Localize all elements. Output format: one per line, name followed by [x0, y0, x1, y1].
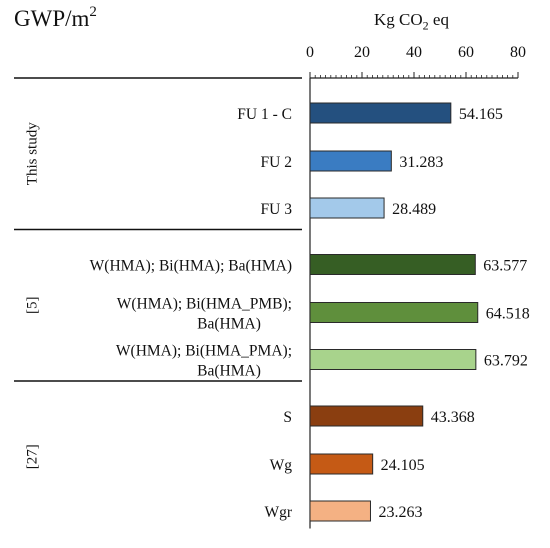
x-tick-label: 60 [458, 44, 474, 61]
bar-category-label: Wgr [264, 504, 292, 521]
bar-value-label: 64.518 [486, 306, 530, 323]
bar-value-label: 24.105 [381, 457, 425, 474]
chart-title-text: GWP/m [14, 6, 90, 31]
bar [309, 349, 477, 370]
bar-value-label: 63.792 [484, 353, 528, 370]
bar-value-label: 31.283 [399, 154, 443, 171]
unit-suffix: eq [428, 10, 449, 29]
chart-title-superscript: 2 [89, 4, 97, 20]
x-tick-label: 80 [510, 44, 526, 61]
bar [309, 302, 479, 323]
bar [309, 405, 424, 427]
bar-category-label: FU 1 - C [237, 106, 292, 123]
bar-value-label: 43.368 [431, 409, 475, 426]
bar-value-label: 28.489 [392, 201, 436, 218]
group-label: This study [24, 122, 40, 185]
bar-category-label: Ba(HMA) [197, 316, 261, 333]
bar [309, 102, 452, 124]
bar-category-label: W(HMA); Bi(HMA); Ba(HMA) [90, 258, 292, 275]
bar [309, 150, 392, 172]
bar-category-label: FU 3 [261, 201, 293, 218]
bar-category-label: S [283, 409, 292, 426]
bar-category-label: W(HMA); Bi(HMA_PMA); [116, 343, 292, 360]
x-tick-label: 20 [354, 44, 370, 61]
bar [309, 500, 371, 522]
bar-category-label: Wg [270, 457, 293, 474]
group-label: [5] [24, 297, 40, 315]
x-axis-unit-label: Kg CO2 eq [374, 10, 449, 33]
bar-category-label: W(HMA); Bi(HMA_PMB); [117, 296, 292, 313]
bar [309, 197, 385, 219]
bar-value-label: 23.263 [378, 504, 422, 521]
unit-prefix: Kg CO [374, 10, 423, 29]
unit-subscript: 2 [422, 18, 429, 33]
bar [309, 453, 374, 475]
x-tick-label: 0 [306, 44, 314, 61]
bar-value-label: 54.165 [459, 106, 503, 123]
bar-category-label: FU 2 [261, 154, 292, 171]
bar [309, 254, 476, 275]
group-label: [27] [24, 444, 40, 469]
bar-category-label: Ba(HMA) [197, 363, 261, 380]
x-tick-label: 40 [406, 44, 422, 61]
chart-title: GWP/m2 [14, 4, 97, 32]
bar-value-label: 63.577 [483, 258, 527, 275]
